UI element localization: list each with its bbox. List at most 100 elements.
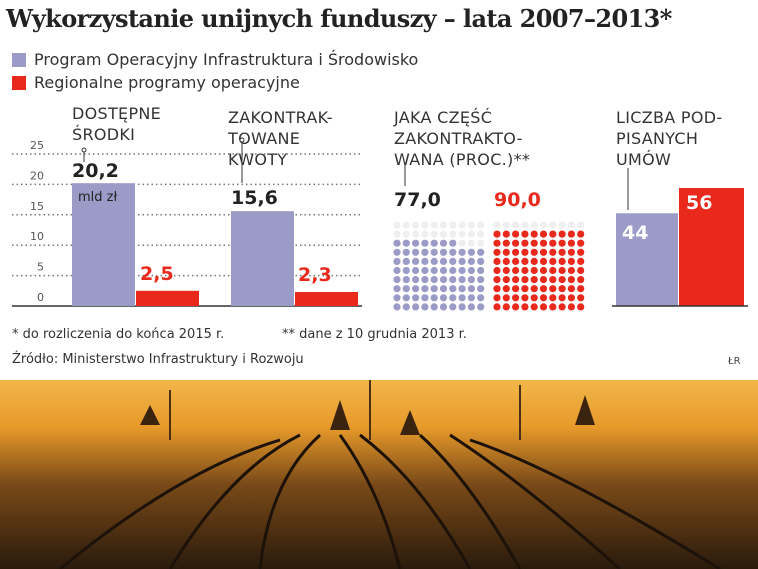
bar-rpo [295, 292, 358, 306]
value-label-2-3: 2,3 [298, 264, 332, 286]
waffle-dot [449, 221, 457, 229]
waffle-dot [511, 276, 520, 284]
waffle-dot [549, 248, 557, 256]
waffle-dot [577, 239, 585, 247]
waffle-dot [521, 221, 529, 229]
waffle-dot [458, 294, 466, 302]
waffle-dot [577, 257, 585, 265]
waffle-dot [477, 294, 485, 302]
waffle-dot [402, 303, 410, 311]
legend-swatch [12, 75, 26, 90]
waffle-dot [467, 266, 475, 275]
waffle-dot [502, 303, 510, 311]
bar-pois [72, 183, 135, 306]
y-tick-label: 10 [30, 230, 44, 243]
waffle-dot [502, 276, 510, 284]
bar-rpo [136, 290, 199, 306]
header-liczba-umow: LICZBA POD- PISANYCH UMÓW [616, 108, 723, 169]
waffle-dot [521, 285, 529, 293]
waffle-dot [493, 266, 501, 275]
waffle-dot [577, 248, 585, 256]
waffle-dot [439, 248, 448, 256]
waffle-dot [477, 266, 485, 275]
pointer-dot [239, 137, 245, 143]
waffle-dot [467, 248, 475, 256]
unit-label: mld zł [78, 190, 118, 205]
waffle-dot [549, 303, 557, 311]
waffle-dot [449, 248, 457, 256]
waffle-dot [502, 294, 510, 302]
waffle-dot [477, 257, 485, 265]
waffle-dot [521, 303, 529, 311]
waffle-dot [412, 276, 420, 284]
value-label-56: 56 [686, 192, 713, 214]
waffle-dot [577, 285, 585, 293]
waffle-dot [539, 266, 548, 275]
waffle-dot [467, 285, 475, 293]
bar-umowy-rpo [679, 188, 744, 306]
waffle-dot [577, 294, 585, 302]
waffle-dot [539, 221, 548, 229]
credit: ŁR [728, 356, 741, 367]
waffle-dot [430, 303, 438, 311]
waffle-dot [393, 230, 401, 238]
waffle-dot [402, 285, 410, 293]
waffle-dot [493, 303, 501, 311]
waffle-dot [467, 294, 475, 302]
waffle-dot [511, 266, 520, 275]
waffle-dot [421, 248, 429, 256]
bar-umowy-pois [616, 213, 678, 306]
waffle-dot [393, 266, 401, 275]
waffle-dot [567, 248, 576, 256]
waffle-dot [502, 239, 510, 247]
waffle-dot [449, 294, 457, 302]
waffle-dot [539, 303, 548, 311]
waffle-dot [530, 285, 538, 293]
waffle-dot [493, 276, 501, 284]
waffle-dot [430, 221, 438, 229]
waffle-dot [477, 303, 485, 311]
waffle-dot [558, 285, 566, 293]
waffle-dot [477, 230, 485, 238]
waffle-dot [567, 285, 576, 293]
waffle-dot [458, 303, 466, 311]
waffle-dot [449, 239, 457, 247]
waffle-dot [521, 239, 529, 247]
waffle-dot [521, 257, 529, 265]
waffle-dot [558, 230, 566, 238]
waffle-dot [502, 248, 510, 256]
legend-swatch [12, 52, 26, 67]
waffle-dot [577, 276, 585, 284]
waffle-dot [539, 239, 548, 247]
waffle-dot [412, 266, 420, 275]
waffle-dot [477, 221, 485, 229]
waffle-dot [421, 285, 429, 293]
waffle-dot [449, 303, 457, 311]
legend-label: Regionalne programy operacyjne [34, 73, 300, 92]
waffle-dot [539, 294, 548, 302]
y-tick-label: 20 [30, 169, 44, 182]
waffle-dot [430, 239, 438, 247]
chart-title: Wykorzystanie unijnych funduszy – lata 2… [6, 4, 672, 33]
waffle-dot [477, 285, 485, 293]
railway-photo [0, 380, 758, 569]
y-tick-label: 5 [37, 261, 44, 274]
header-zakontraktowane: ZAKONTRAK- TOWANE KWOTY [228, 108, 333, 169]
waffle-dot [511, 230, 520, 238]
y-tick-label: 0 [37, 291, 44, 304]
waffle-dot [421, 303, 429, 311]
waffle-dot [421, 294, 429, 302]
waffle-dot [567, 266, 576, 275]
legend-label: Program Operacyjny Infrastruktura i Środ… [34, 50, 419, 69]
waffle-dot [430, 257, 438, 265]
waffle-dot [393, 303, 401, 311]
waffle-dot [477, 276, 485, 284]
waffle-dot [502, 266, 510, 275]
waffle-dot [493, 257, 501, 265]
waffle-dot [412, 294, 420, 302]
waffle-dot [567, 239, 576, 247]
waffle-dot [511, 239, 520, 247]
waffle-dot [439, 294, 448, 302]
waffle-dot [511, 221, 520, 229]
waffle-dot [421, 221, 429, 229]
